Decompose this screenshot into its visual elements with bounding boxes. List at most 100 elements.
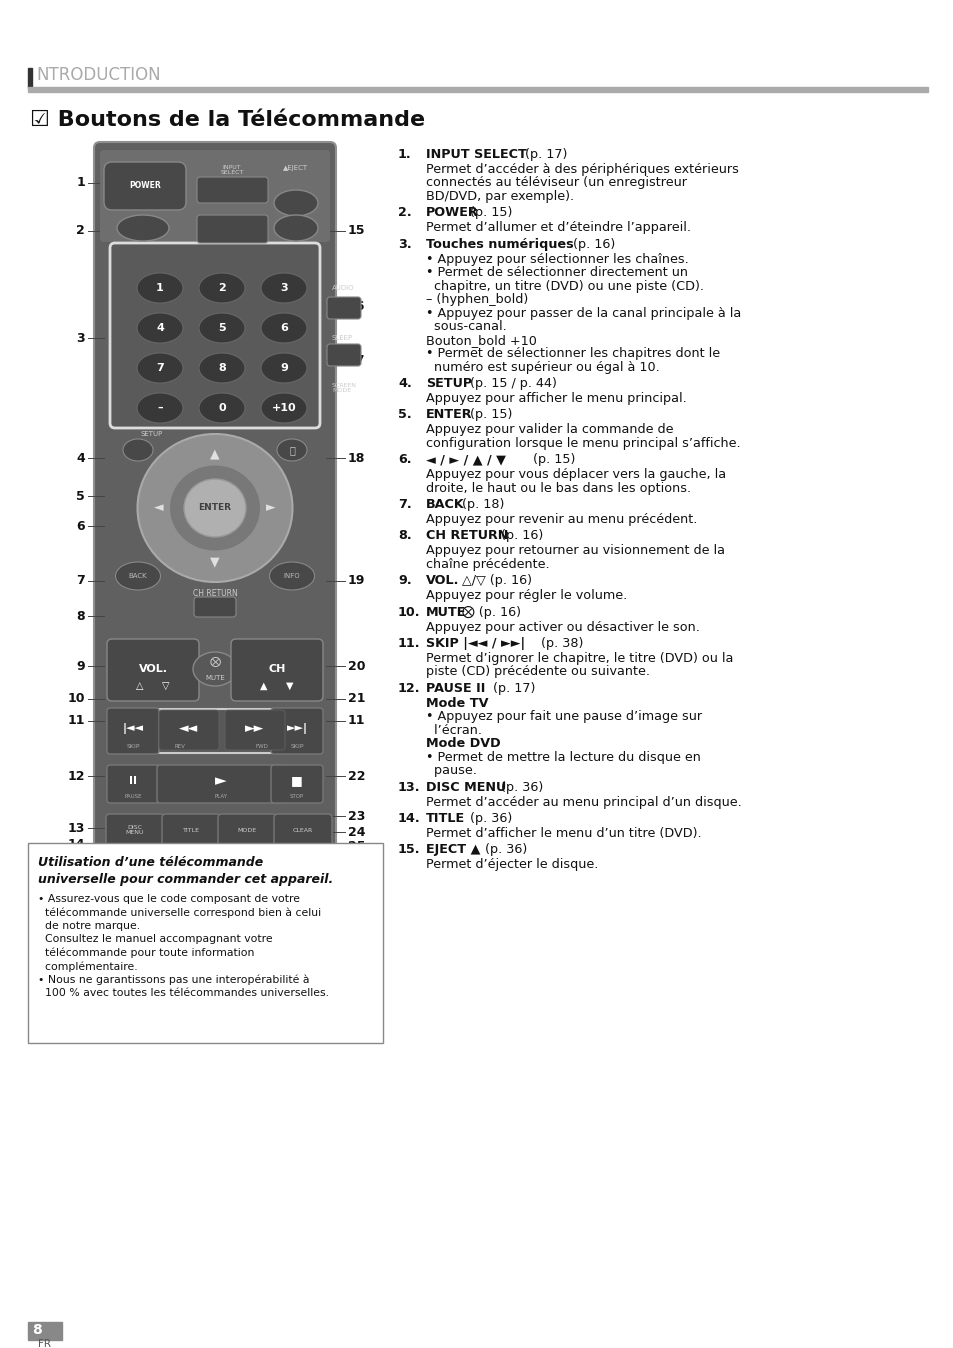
Text: ☑ Boutons de la Télécommande: ☑ Boutons de la Télécommande (30, 111, 425, 129)
Text: (p. 36): (p. 36) (465, 811, 512, 825)
Bar (28, 67, 32, 88)
Ellipse shape (199, 313, 245, 342)
Text: 1.: 1. (397, 148, 411, 160)
Text: Appuyez pour activer ou désactiver le son.: Appuyez pour activer ou désactiver le so… (426, 620, 700, 634)
Text: Mode DVD: Mode DVD (426, 737, 500, 751)
Text: II: II (129, 776, 137, 786)
Text: 5.: 5. (397, 408, 411, 422)
Text: • Permet de sélectionner directement un: • Permet de sélectionner directement un (426, 266, 687, 279)
Text: PLAY: PLAY (214, 794, 227, 799)
Text: Appuyez pour vous déplacer vers la gauche, la: Appuyez pour vous déplacer vers la gauch… (426, 468, 725, 481)
Text: ENTER: ENTER (426, 408, 472, 422)
Text: SKIP: SKIP (290, 744, 303, 749)
Text: connectés au téléviseur (un enregistreur: connectés au téléviseur (un enregistreur (426, 177, 686, 189)
Text: télécommande pour toute information: télécommande pour toute information (38, 948, 254, 958)
Ellipse shape (137, 434, 293, 582)
Text: SKIP |◄◄ / ►►|: SKIP |◄◄ / ►►| (426, 638, 524, 650)
Text: • Nous ne garantissons pas une interopérabilité à: • Nous ne garantissons pas une interopér… (38, 975, 309, 985)
Text: INPUT
SELECT: INPUT SELECT (220, 164, 243, 175)
Text: 6: 6 (280, 324, 288, 333)
Text: –: – (157, 403, 163, 412)
FancyBboxPatch shape (162, 814, 220, 851)
Text: • Appuyez pour fait une pause d’image sur: • Appuyez pour fait une pause d’image su… (426, 710, 701, 723)
Text: (p. 15): (p. 15) (465, 408, 512, 422)
Text: Appuyez pour retourner au visionnement de la: Appuyez pour retourner au visionnement d… (426, 545, 724, 557)
Text: △: △ (136, 681, 144, 692)
Text: 15.: 15. (397, 844, 420, 856)
Text: ►: ► (214, 774, 227, 789)
Ellipse shape (170, 465, 260, 550)
Text: 1: 1 (156, 283, 164, 293)
FancyBboxPatch shape (104, 162, 186, 210)
Text: VOL.: VOL. (138, 665, 168, 674)
Text: △/▽ (p. 16): △/▽ (p. 16) (457, 574, 531, 588)
Text: 8: 8 (32, 1322, 42, 1337)
Text: SCREEN
MODE: SCREEN MODE (332, 383, 356, 394)
Text: Appuyez pour valider la commande de: Appuyez pour valider la commande de (426, 423, 673, 437)
FancyBboxPatch shape (94, 142, 335, 855)
Text: 21: 21 (348, 693, 365, 705)
Text: (p. 15): (p. 15) (465, 206, 512, 220)
Text: ◄: ◄ (154, 501, 164, 515)
Ellipse shape (274, 190, 317, 216)
Text: STOP: STOP (290, 794, 304, 799)
Ellipse shape (274, 214, 317, 241)
Text: de notre marque.: de notre marque. (38, 921, 140, 931)
Text: 25: 25 (348, 841, 365, 853)
Text: TITLE: TITLE (182, 828, 199, 833)
Ellipse shape (261, 313, 307, 342)
Text: ▲: ▲ (210, 448, 219, 461)
Ellipse shape (137, 313, 183, 342)
Text: (p. 18): (p. 18) (457, 499, 503, 511)
FancyBboxPatch shape (196, 214, 268, 243)
Text: 6: 6 (76, 519, 85, 532)
Text: NTRODUCTION: NTRODUCTION (36, 66, 160, 84)
FancyBboxPatch shape (274, 814, 332, 851)
Text: 3: 3 (280, 283, 288, 293)
Text: SETUP: SETUP (141, 431, 163, 437)
FancyBboxPatch shape (231, 639, 323, 701)
Text: FWD: FWD (255, 744, 268, 748)
Text: (p. 36): (p. 36) (497, 780, 543, 794)
Text: Touches numériques: Touches numériques (426, 237, 573, 251)
Text: 3.: 3. (397, 237, 411, 251)
Text: chaîne précédente.: chaîne précédente. (426, 558, 549, 570)
Text: droite, le haut ou le bas dans les options.: droite, le haut ou le bas dans les optio… (426, 481, 690, 495)
Text: 4: 4 (156, 324, 164, 333)
Text: 0: 0 (218, 403, 226, 412)
Ellipse shape (184, 479, 246, 537)
Text: 19: 19 (348, 574, 365, 588)
FancyBboxPatch shape (193, 597, 235, 617)
FancyBboxPatch shape (159, 710, 219, 749)
Text: 4.: 4. (397, 377, 412, 390)
Text: – (hyphen_bold): – (hyphen_bold) (426, 293, 528, 306)
Text: Appuyez pour afficher le menu principal.: Appuyez pour afficher le menu principal. (426, 392, 686, 404)
Text: SKIP: SKIP (126, 744, 139, 749)
FancyBboxPatch shape (157, 766, 285, 803)
Text: ◄◄: ◄◄ (179, 723, 198, 736)
Text: |◄◄: |◄◄ (122, 724, 143, 735)
Text: 7: 7 (156, 363, 164, 373)
Text: +10: +10 (272, 403, 296, 412)
Text: 11: 11 (348, 714, 365, 728)
FancyBboxPatch shape (106, 814, 164, 851)
Text: Permet d’accéder au menu principal d’un disque.: Permet d’accéder au menu principal d’un … (426, 795, 741, 809)
Text: CH RETURN: CH RETURN (193, 589, 237, 599)
Text: 16: 16 (348, 299, 365, 313)
Text: 12.: 12. (397, 682, 420, 694)
Text: ►►: ►► (245, 723, 264, 736)
Text: CH: CH (268, 665, 285, 674)
Text: télécommande universelle correspond bien à celui: télécommande universelle correspond bien… (38, 907, 321, 918)
Text: • Appuyez pour passer de la canal principale à la: • Appuyez pour passer de la canal princi… (426, 306, 740, 319)
Text: Permet d’afficher le menu d’un titre (DVD).: Permet d’afficher le menu d’un titre (DV… (426, 826, 700, 840)
Text: 7: 7 (76, 574, 85, 588)
Ellipse shape (115, 562, 160, 590)
Text: 8: 8 (218, 363, 226, 373)
Ellipse shape (199, 353, 245, 383)
Ellipse shape (261, 353, 307, 383)
Text: REV: REV (174, 744, 185, 748)
FancyBboxPatch shape (225, 710, 285, 749)
Text: ⎙: ⎙ (289, 445, 294, 456)
FancyBboxPatch shape (196, 177, 268, 204)
Text: BACK: BACK (129, 573, 147, 580)
